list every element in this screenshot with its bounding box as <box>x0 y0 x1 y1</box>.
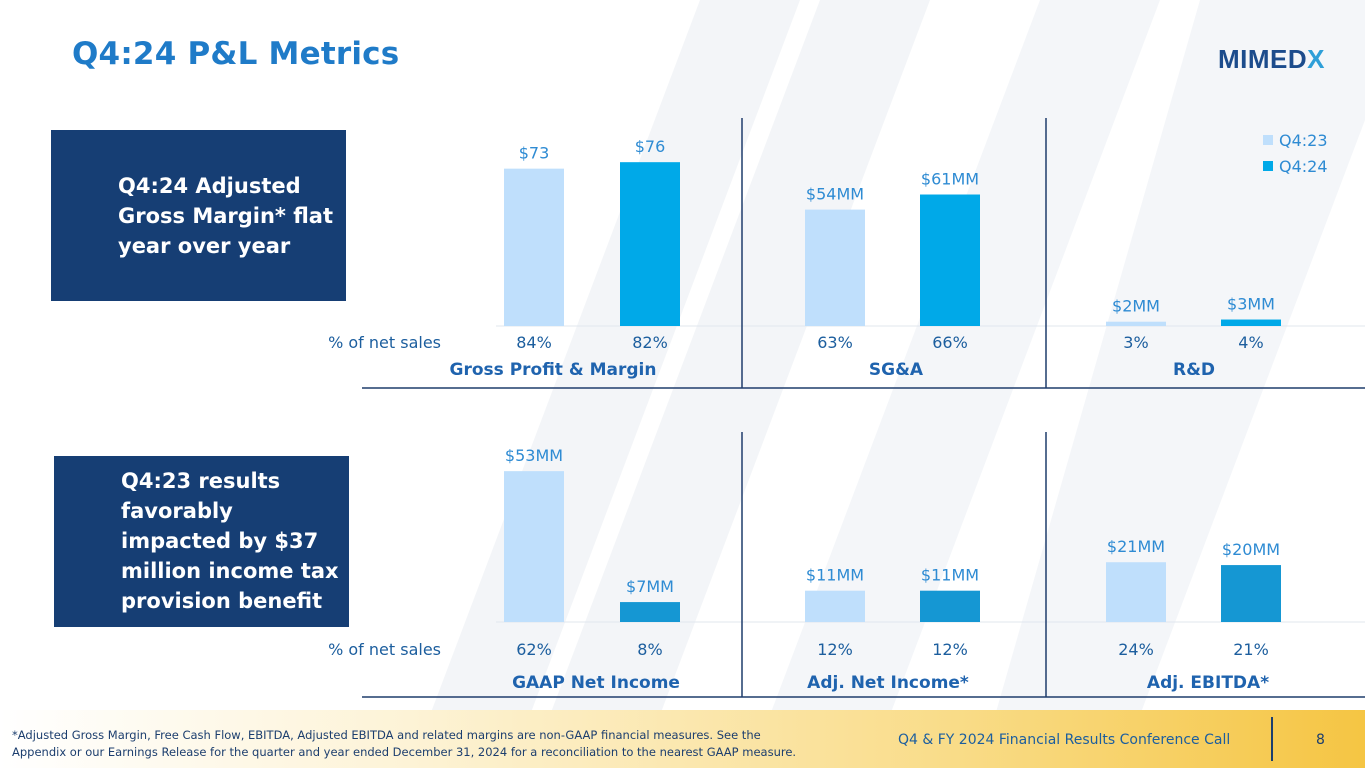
data-label-gaap-net-income-q4-23: $53MM <box>505 446 563 465</box>
pct-label-r-d-q4-24: 4% <box>1238 333 1263 352</box>
legend-swatch-q4-23 <box>1263 135 1273 145</box>
pct-label-gaap-net-income-q4-23: 62% <box>516 640 552 659</box>
section-title-adj-net-income: Adj. Net Income* <box>807 673 969 693</box>
section-title-gaap-net-income: GAAP Net Income <box>512 673 680 693</box>
pct-label-r-d-q4-23: 3% <box>1123 333 1148 352</box>
section-title-gross-profit-margin: Gross Profit & Margin <box>450 360 657 380</box>
legend-label-q4-23: Q4:23 <box>1279 131 1328 150</box>
bar-sg-a-q4-23 <box>805 209 865 326</box>
mimedx-logo: MIMEDX <box>1218 44 1326 74</box>
bar-adj-ebitda-q4-23 <box>1106 562 1166 622</box>
data-label-gross-profit-margin-q4-23: $73 <box>519 144 550 163</box>
bar-gross-profit-margin-q4-24 <box>620 162 680 326</box>
pct-label-gaap-net-income-q4-24: 8% <box>637 640 662 659</box>
bar-gaap-net-income-q4-23 <box>504 471 564 622</box>
footer: *Adjusted Gross Margin, Free Cash Flow, … <box>0 710 1365 768</box>
pct-label-gross-profit-margin-q4-23: 84% <box>516 333 552 352</box>
pct-label-sg-a-q4-24: 66% <box>932 333 968 352</box>
bar-sg-a-q4-24 <box>920 194 980 326</box>
footer-divider <box>1271 717 1273 761</box>
bar-adj-ebitda-q4-24 <box>1221 565 1281 622</box>
event-name: Q4 & FY 2024 Financial Results Conferenc… <box>898 732 1231 748</box>
bar-gross-profit-margin-q4-23 <box>504 168 564 326</box>
legend-swatch-q4-24 <box>1263 161 1273 171</box>
row-label-pct-of-net-sales: % of net sales <box>328 333 441 352</box>
bar-adj-net-income-q4-23 <box>805 590 865 622</box>
footnote: *Adjusted Gross Margin, Free Cash Flow, … <box>12 728 797 759</box>
data-label-adj-ebitda-q4-24: $20MM <box>1222 540 1280 559</box>
bar-r-d-q4-23 <box>1106 321 1166 326</box>
data-label-adj-net-income-q4-24: $11MM <box>921 566 979 585</box>
data-label-adj-net-income-q4-23: $11MM <box>806 566 864 585</box>
data-label-sg-a-q4-23: $54MM <box>806 185 864 204</box>
data-label-gross-profit-margin-q4-24: $76 <box>635 137 666 156</box>
page-title: Q4:24 P&L Metrics <box>72 36 400 72</box>
bar-gaap-net-income-q4-24 <box>620 602 680 622</box>
section-title-r-d: R&D <box>1173 360 1215 380</box>
section-title-sg-a: SG&A <box>869 360 924 380</box>
data-label-sg-a-q4-24: $61MM <box>921 170 979 189</box>
section-title-adj-ebitda: Adj. EBITDA* <box>1147 673 1269 693</box>
legend-label-q4-24: Q4:24 <box>1279 157 1328 176</box>
bar-adj-net-income-q4-24 <box>920 590 980 622</box>
pct-label-adj-net-income-q4-23: 12% <box>817 640 853 659</box>
pct-label-gross-profit-margin-q4-24: 82% <box>632 333 668 352</box>
page-number: 8 <box>1316 732 1325 748</box>
data-label-r-d-q4-23: $2MM <box>1112 297 1160 316</box>
data-label-gaap-net-income-q4-24: $7MM <box>626 577 674 596</box>
data-label-adj-ebitda-q4-23: $21MM <box>1107 537 1165 556</box>
callout-adjusted-gross-margin: Q4:24 Adjusted Gross Margin* flat year o… <box>51 130 346 301</box>
pct-label-adj-net-income-q4-24: 12% <box>932 640 968 659</box>
bar-r-d-q4-24 <box>1221 319 1281 326</box>
callout-tax-benefit: Q4:23 results favorably impacted by $37 … <box>54 456 349 627</box>
pct-label-adj-ebitda-q4-24: 21% <box>1233 640 1269 659</box>
pct-label-adj-ebitda-q4-23: 24% <box>1118 640 1154 659</box>
pct-label-sg-a-q4-23: 63% <box>817 333 853 352</box>
data-label-r-d-q4-24: $3MM <box>1227 295 1275 314</box>
row-label-pct-of-net-sales: % of net sales <box>328 640 441 659</box>
